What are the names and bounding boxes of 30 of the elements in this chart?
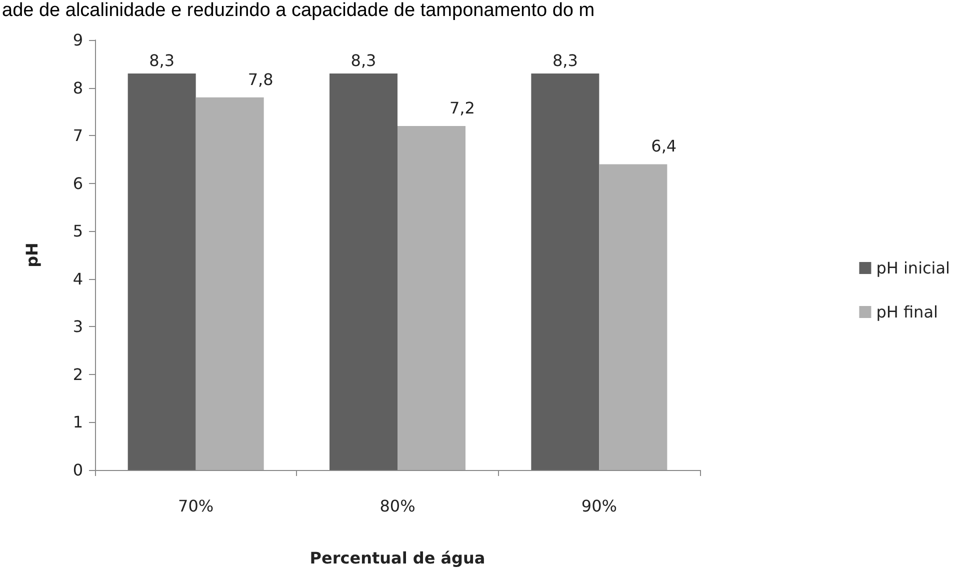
- y-tick-label: 9: [72, 30, 83, 50]
- bar: [128, 73, 196, 470]
- x-tick-label: 80%: [380, 496, 416, 516]
- y-tick-label: 0: [72, 460, 83, 480]
- y-tick-label: 6: [72, 174, 83, 193]
- y-tick-label: 2: [72, 364, 83, 384]
- data-label: 8,3: [149, 50, 175, 70]
- bar: [531, 73, 600, 470]
- y-tick-label: 4: [72, 269, 83, 288]
- bar: [599, 164, 668, 470]
- data-label: 7,2: [450, 98, 475, 118]
- y-tick-label: 7: [72, 126, 83, 146]
- y-tick-label: 1: [72, 412, 83, 432]
- x-tick-label: 90%: [581, 496, 617, 516]
- y-axis-title: pH: [22, 242, 42, 268]
- bar: [398, 126, 466, 470]
- legend-label: pH final: [876, 302, 938, 322]
- x-tick-label: 70%: [178, 496, 214, 516]
- text: ade de alcalinidade e reduzindo a capacidade de tamponamento do m: [2, 0, 595, 21]
- data-label: 8,3: [350, 50, 376, 70]
- x-axis-title: Percentual de água: [310, 548, 486, 568]
- y-tick-label: 8: [72, 78, 83, 98]
- y-tick-label: 5: [72, 222, 83, 241]
- data-label: 6,4: [651, 136, 677, 156]
- data-label: 7,8: [248, 70, 274, 89]
- legend-label: pH inicial: [876, 258, 950, 278]
- bar: [330, 73, 398, 470]
- y-tick-label: 3: [72, 317, 83, 336]
- bar: [196, 97, 264, 470]
- data-label: 8,3: [552, 50, 578, 70]
